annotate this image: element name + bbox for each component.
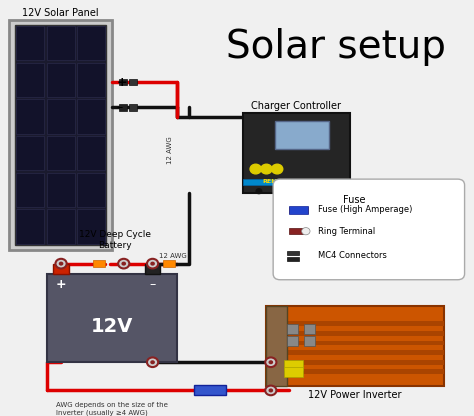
Circle shape [274, 189, 280, 193]
Bar [284, 366, 302, 377]
Circle shape [256, 189, 262, 193]
Circle shape [250, 164, 261, 174]
Text: 12 AWG: 12 AWG [167, 136, 173, 164]
Bar [287, 324, 298, 334]
Circle shape [268, 360, 273, 364]
Text: 12V Deep Cycle
Battery: 12V Deep Cycle Battery [79, 230, 151, 250]
Bar [145, 264, 160, 274]
Text: RENOGY: RENOGY [262, 178, 292, 183]
Bar [129, 104, 137, 111]
Bar [16, 136, 44, 170]
Circle shape [150, 262, 155, 266]
Text: Ring Terminal: Ring Terminal [318, 227, 375, 236]
Text: –: – [117, 101, 123, 114]
Bar [266, 341, 444, 345]
Text: 12 AWG: 12 AWG [159, 253, 187, 259]
Circle shape [261, 164, 272, 174]
Bar [16, 209, 44, 243]
Bar [243, 113, 350, 193]
Circle shape [329, 189, 335, 193]
Circle shape [265, 357, 276, 367]
Bar [47, 63, 74, 97]
Bar [287, 336, 298, 346]
Bar [47, 209, 74, 243]
Bar [290, 207, 308, 213]
Bar [47, 26, 74, 60]
Bar [304, 336, 315, 346]
Circle shape [150, 360, 155, 364]
Bar [47, 99, 74, 134]
Bar [290, 206, 308, 214]
Text: 12V: 12V [91, 317, 133, 336]
Bar [129, 79, 137, 85]
Bar [16, 63, 44, 97]
Bar [16, 99, 44, 134]
Text: Solar setup: Solar setup [226, 28, 446, 66]
Text: 12V Power Inverter: 12V Power Inverter [308, 391, 401, 401]
Bar [93, 260, 105, 267]
Text: Fuse (High Amperage): Fuse (High Amperage) [318, 206, 412, 214]
Bar [287, 257, 299, 261]
Bar [77, 136, 105, 170]
Bar [53, 264, 69, 274]
Bar [16, 26, 44, 60]
Circle shape [268, 389, 273, 392]
Circle shape [265, 386, 276, 395]
Circle shape [59, 262, 64, 266]
FancyBboxPatch shape [273, 179, 465, 280]
Text: 12V Solar Panel: 12V Solar Panel [22, 8, 99, 18]
Circle shape [147, 259, 158, 268]
Bar [9, 20, 112, 250]
Text: +: + [117, 76, 128, 89]
Text: AWG depends on the size of the
Inverter (usually ≥4 AWG): AWG depends on the size of the Inverter … [56, 403, 168, 416]
Circle shape [311, 189, 317, 193]
Bar [119, 104, 128, 111]
Bar [275, 121, 328, 149]
Text: MC4 Connectors: MC4 Connectors [318, 252, 386, 260]
Bar [243, 179, 350, 185]
Circle shape [301, 228, 310, 235]
Bar [266, 331, 444, 336]
Bar [266, 360, 444, 365]
Bar [77, 26, 105, 60]
Bar [194, 385, 227, 395]
Bar [47, 274, 177, 362]
Bar [164, 260, 175, 267]
Circle shape [121, 262, 126, 266]
Bar [304, 324, 315, 334]
Bar [287, 251, 299, 255]
Circle shape [147, 357, 158, 367]
Bar [47, 136, 74, 170]
Bar [266, 369, 444, 374]
Bar [15, 25, 107, 245]
Bar [16, 173, 44, 207]
Bar [266, 350, 444, 355]
Circle shape [118, 259, 129, 268]
Circle shape [292, 189, 298, 193]
Text: Charger Controller: Charger Controller [252, 101, 341, 111]
Bar [119, 79, 128, 85]
Bar [77, 173, 105, 207]
Bar [284, 360, 302, 370]
Bar [77, 99, 105, 134]
Bar [266, 306, 444, 386]
Circle shape [272, 164, 283, 174]
Text: –: – [149, 278, 156, 291]
Text: Fuse: Fuse [344, 195, 366, 205]
Bar [290, 228, 302, 234]
Text: +: + [56, 278, 66, 291]
Bar [266, 321, 444, 326]
Bar [47, 173, 74, 207]
Bar [266, 306, 287, 386]
Bar [77, 63, 105, 97]
Bar [77, 209, 105, 243]
Circle shape [55, 259, 67, 268]
